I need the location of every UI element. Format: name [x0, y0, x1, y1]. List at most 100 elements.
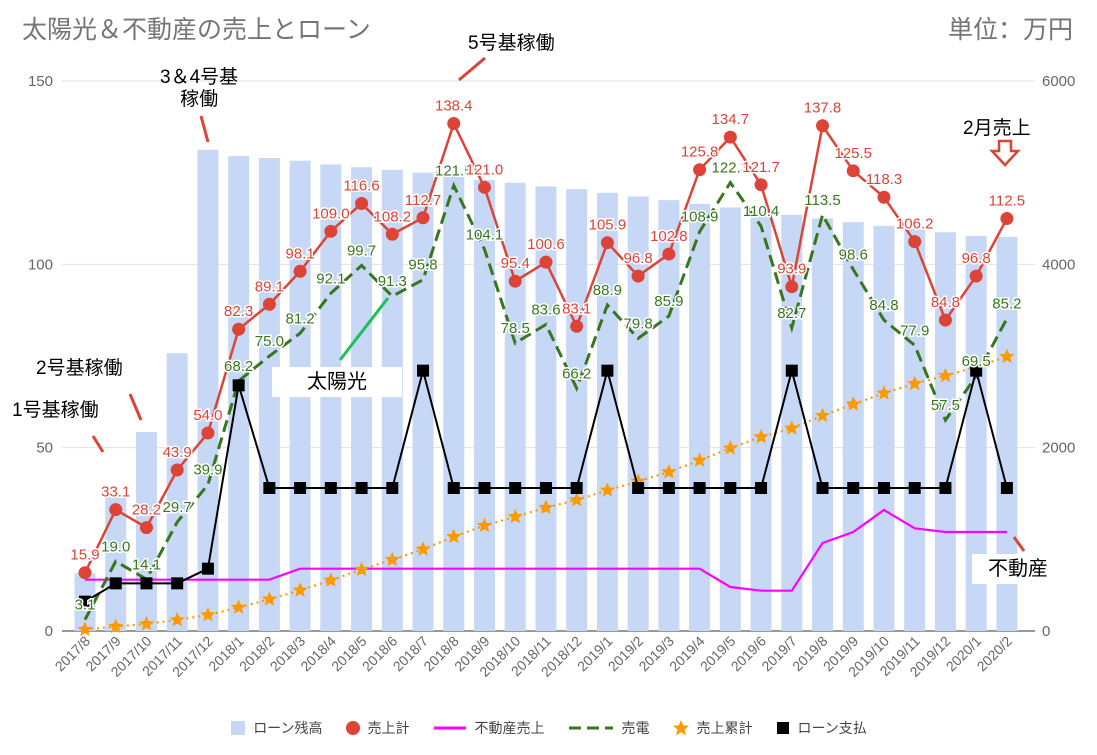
- sales-data-label: 106.2: [896, 216, 934, 233]
- legend-item-loan-payment: ローン支払: [775, 718, 867, 738]
- right-axis-tick-label: 2000: [1042, 440, 1075, 457]
- power-data-label: 110.4: [743, 203, 779, 220]
- sales-data-label: 138.4: [435, 98, 473, 115]
- loan-balance-bar: [873, 225, 895, 632]
- unit-label: 単位：万円: [947, 16, 1073, 44]
- loan-payment-point: [693, 482, 706, 494]
- total-sales-point: [1000, 212, 1014, 225]
- annotation-unit34-line2: 稼働: [180, 89, 219, 110]
- power-data-label: 19.0: [101, 538, 130, 555]
- annotation-unit1: 1号基稼働: [12, 400, 99, 421]
- sales-data-label: 112.7: [405, 192, 441, 209]
- cumulative-point: [814, 407, 831, 423]
- legend-swatch-loan-balance: [231, 721, 246, 735]
- total-sales-point: [508, 274, 522, 288]
- cumulative-point: [599, 482, 615, 497]
- total-sales-point: [324, 224, 338, 238]
- legend-label-realestate: 不動産売上: [474, 720, 545, 736]
- total-sales-point: [570, 319, 584, 333]
- cumulative-point: [507, 508, 523, 524]
- power-data-label: 14.1: [132, 556, 161, 573]
- total-sales-point: [293, 264, 307, 278]
- power-data-label: 69.5: [962, 353, 991, 370]
- power-data-label: 57.5: [931, 397, 960, 414]
- sales-data-label: 54.0: [193, 407, 222, 424]
- total-sales-point: [846, 164, 860, 178]
- loan-balance-bar: [473, 180, 495, 631]
- sales-data-label: 125.5: [834, 145, 872, 162]
- sales-data-label: 121.7: [742, 159, 780, 176]
- loan-payment-point: [109, 577, 122, 590]
- total-sales-point: [139, 521, 153, 535]
- power-line: [83, 179, 1009, 621]
- cumulative-point: [907, 375, 923, 391]
- cumulative-point: [200, 607, 216, 622]
- sales-data-label: 105.9: [589, 217, 627, 234]
- loan-payment-point: [662, 482, 675, 494]
- power-data-label: 81.2: [286, 310, 315, 327]
- loan-payment-point: [294, 482, 307, 494]
- power-data-label: 79.8: [624, 315, 653, 332]
- legend-item-total-sales: 売上計: [345, 718, 410, 738]
- pointer-realestate: [1012, 536, 1026, 552]
- pointer-unit1: [91, 435, 105, 453]
- legend-label-total-sales: 売上計: [367, 720, 410, 736]
- power-data-label: 78.5: [501, 320, 530, 337]
- loan-payment-point: [263, 482, 276, 494]
- annotation-unit34-line1: 3＆4号基: [160, 67, 239, 88]
- annotation-feb-sales: 2月売上: [963, 118, 1031, 139]
- pointer-unit34: [199, 115, 210, 143]
- loan-payment-point: [601, 364, 614, 377]
- total-sales-point: [355, 196, 369, 210]
- left-axis-tick-label: 150: [28, 73, 53, 90]
- loan-balance-bar: [381, 169, 403, 631]
- loan-payment-point: [171, 577, 184, 590]
- total-sales-point: [969, 269, 983, 283]
- legend-swatch-loan-payment: [776, 722, 789, 734]
- total-sales-point: [385, 227, 399, 241]
- power-data-label: 39.9: [193, 462, 222, 479]
- power-data-label: 75.0: [255, 333, 284, 350]
- loan-payment-point: [478, 482, 491, 494]
- cumulative-point: [384, 551, 400, 567]
- legend-swatch-total-sales: [345, 721, 360, 735]
- right-axis-tick-label: 4000: [1042, 256, 1075, 273]
- loan-payment-point: [785, 364, 798, 377]
- loan-payment-point: [447, 482, 460, 494]
- power-data-label: 99.7: [347, 242, 376, 259]
- loan-payment-point: [755, 482, 768, 494]
- x-axis-category-label: 2020/2: [973, 633, 1015, 675]
- loan-payment-point: [79, 595, 91, 608]
- total-sales-point: [785, 280, 799, 294]
- cumulative-point: [784, 420, 800, 435]
- legend-item-loan-balance: ローン残高: [230, 718, 323, 738]
- loan-balance-bar: [934, 232, 956, 631]
- legend-item-cumulative: 売上累計: [672, 718, 753, 738]
- chart-legend: ローン残高 売上計 不動産売上 売電 売上累計 ローン支払: [0, 718, 1097, 738]
- sales-data-label: 116.6: [343, 177, 379, 194]
- cumulative-point: [446, 528, 462, 544]
- total-sales-point: [816, 119, 830, 133]
- loan-payment-point: [417, 364, 430, 377]
- loan-payment-point: [939, 482, 952, 494]
- loan-balance-bar: [904, 228, 926, 632]
- cumulative-point: [108, 618, 124, 633]
- power-data-label: 85.2: [992, 296, 1021, 313]
- total-sales-point: [877, 190, 891, 204]
- power-data-label: 113.5: [804, 192, 840, 209]
- pointer-solar: [338, 297, 390, 361]
- cumulative-point: [876, 385, 892, 400]
- power-data-label: 122.3: [712, 160, 750, 177]
- loan-balance-bar: [596, 192, 618, 632]
- power-data-label: 84.8: [869, 297, 898, 314]
- power-data-label: 95.8: [408, 257, 437, 274]
- annotation-unit2: 2号基稼働: [36, 358, 123, 379]
- cumulative-point: [261, 591, 277, 606]
- total-sales-point: [938, 313, 952, 327]
- loan-balance-bar: [504, 182, 526, 631]
- sales-data-label: 95.4: [501, 255, 530, 272]
- cumulative-point: [231, 599, 247, 614]
- cumulative-point: [77, 621, 93, 636]
- legend-swatch-cumulative: [672, 720, 689, 736]
- sales-data-label: 93.9: [777, 261, 806, 278]
